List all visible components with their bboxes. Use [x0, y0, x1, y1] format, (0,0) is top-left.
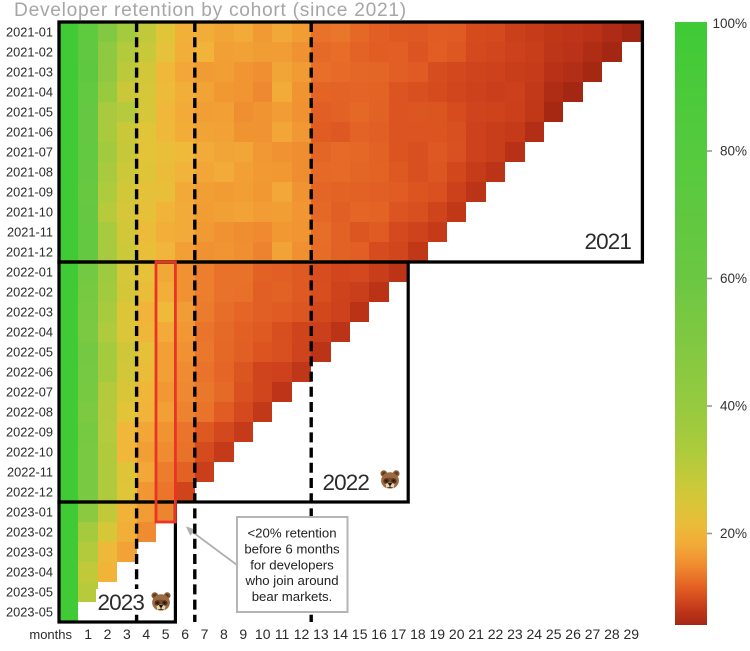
svg-text:4: 4 — [142, 626, 150, 642]
svg-text:2022-04: 2022-04 — [6, 325, 53, 340]
svg-text:26: 26 — [565, 626, 581, 642]
svg-text:27: 27 — [585, 626, 601, 642]
svg-text:2023: 2023 — [98, 590, 145, 615]
svg-text:2022-08: 2022-08 — [6, 405, 53, 420]
svg-text:2021-06: 2021-06 — [6, 125, 53, 140]
svg-text:5: 5 — [162, 626, 170, 642]
svg-text:bear markets.: bear markets. — [252, 589, 333, 604]
svg-text:2021-02: 2021-02 — [6, 45, 53, 60]
svg-text:21: 21 — [468, 626, 484, 642]
svg-text:18: 18 — [410, 626, 426, 642]
svg-text:2022-12: 2022-12 — [6, 485, 53, 500]
svg-text:who join around: who join around — [244, 573, 338, 588]
svg-text:2022-05: 2022-05 — [6, 345, 53, 360]
svg-text:7: 7 — [201, 626, 209, 642]
svg-text:2022-06: 2022-06 — [6, 365, 53, 380]
svg-text:2023-02: 2023-02 — [6, 525, 53, 540]
svg-text:2021-04: 2021-04 — [6, 85, 53, 100]
svg-text:2021-10: 2021-10 — [6, 205, 53, 220]
svg-text:3: 3 — [123, 626, 131, 642]
svg-text:20%: 20% — [720, 526, 747, 541]
svg-text:16: 16 — [371, 626, 387, 642]
svg-text:2021-12: 2021-12 — [6, 245, 53, 260]
svg-text:2022-10: 2022-10 — [6, 445, 53, 460]
svg-text:19: 19 — [430, 626, 446, 642]
svg-text:2023-05: 2023-05 — [6, 585, 53, 600]
svg-text:2022-03: 2022-03 — [6, 305, 53, 320]
svg-text:28: 28 — [604, 626, 620, 642]
svg-text:2021-08: 2021-08 — [6, 165, 53, 180]
svg-text:23: 23 — [507, 626, 523, 642]
svg-text:2021: 2021 — [585, 229, 632, 254]
svg-text:2023-05: 2023-05 — [6, 605, 53, 620]
svg-text:13: 13 — [313, 626, 329, 642]
svg-text:<20% retention: <20% retention — [247, 526, 336, 541]
svg-text:12: 12 — [294, 626, 310, 642]
svg-text:24: 24 — [527, 626, 543, 642]
svg-text:14: 14 — [333, 626, 349, 642]
svg-text:2022-02: 2022-02 — [6, 285, 53, 300]
svg-text:11: 11 — [275, 626, 290, 642]
svg-text:22: 22 — [488, 626, 504, 642]
svg-text:17: 17 — [391, 626, 407, 642]
svg-text:2: 2 — [104, 626, 112, 642]
svg-text:months: months — [29, 627, 72, 642]
svg-text:29: 29 — [624, 626, 640, 642]
svg-text:25: 25 — [546, 626, 562, 642]
svg-text:15: 15 — [352, 626, 368, 642]
svg-text:2022-09: 2022-09 — [6, 425, 53, 440]
svg-text:20: 20 — [449, 626, 465, 642]
svg-text:6: 6 — [181, 626, 189, 642]
svg-text:2021-07: 2021-07 — [6, 145, 53, 160]
svg-text:9: 9 — [239, 626, 247, 642]
svg-text:80%: 80% — [720, 144, 747, 159]
svg-text:before 6 months: before 6 months — [244, 541, 340, 556]
svg-text:2021-09: 2021-09 — [6, 185, 53, 200]
svg-text:2022-01: 2022-01 — [6, 265, 53, 280]
svg-text:2021-01: 2021-01 — [6, 25, 53, 40]
svg-text:for developers: for developers — [250, 557, 334, 572]
svg-text:40%: 40% — [720, 399, 747, 414]
svg-text:2022: 2022 — [323, 470, 370, 495]
svg-text:100%: 100% — [712, 16, 747, 31]
svg-text:2022-11: 2022-11 — [7, 465, 53, 480]
svg-text:2021-05: 2021-05 — [6, 105, 53, 120]
svg-text:Developer retention by cohort: Developer retention by cohort (since 202… — [14, 0, 407, 21]
svg-text:2021-03: 2021-03 — [6, 65, 53, 80]
svg-text:10: 10 — [255, 626, 271, 642]
svg-text:2021-11: 2021-11 — [7, 225, 53, 240]
svg-text:2022-07: 2022-07 — [6, 385, 53, 400]
svg-text:2023-04: 2023-04 — [6, 565, 53, 580]
svg-text:1: 1 — [84, 626, 92, 642]
svg-text:8: 8 — [220, 626, 228, 642]
svg-text:2023-01: 2023-01 — [6, 505, 53, 520]
svg-text:60%: 60% — [720, 271, 747, 286]
svg-text:2023-03: 2023-03 — [6, 545, 53, 560]
